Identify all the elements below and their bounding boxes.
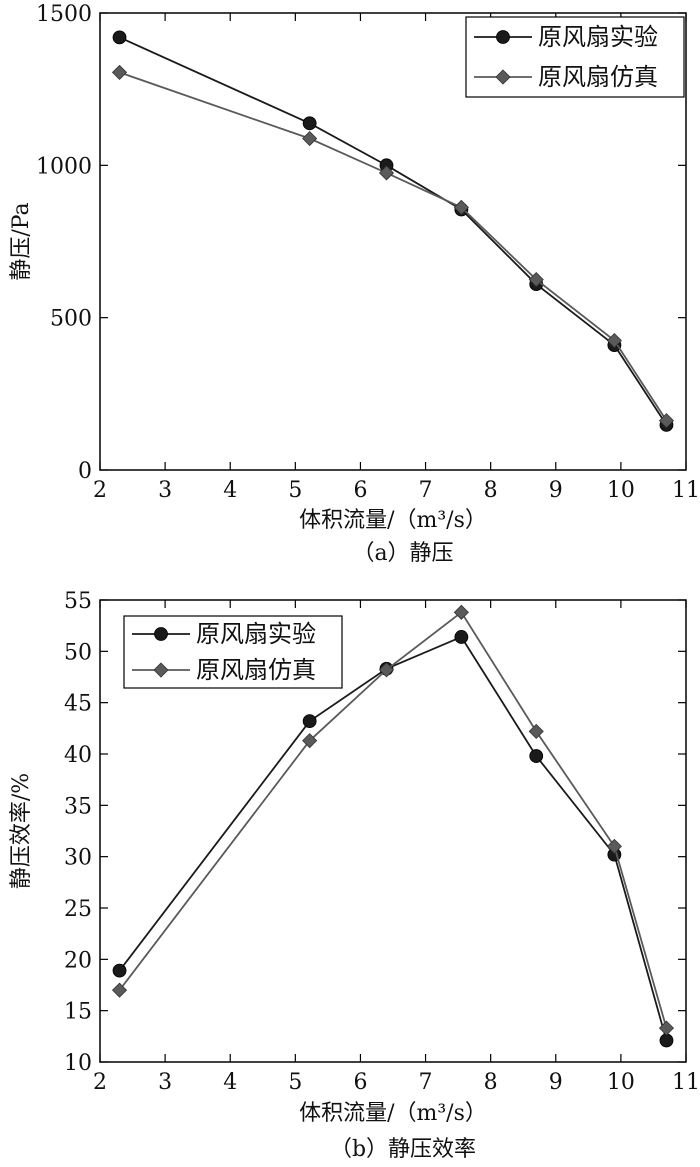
chart-panel-a: 2 3 4 5 6 7 8 9 10 11 0 500 1000 1500 体积流量/（m³/s） 静压/Pa… — [9, 2, 700, 566]
series-simulation — [111, 604, 675, 1036]
y-tick-label: 25 — [64, 897, 92, 922]
legend-label: 原风扇仿真 — [538, 63, 658, 91]
x-tick-label: 6 — [353, 478, 367, 503]
figure-caption: （a）静压 — [352, 541, 453, 566]
data-point — [454, 630, 469, 644]
data-point — [112, 30, 127, 45]
data-point — [302, 714, 317, 729]
data-point — [658, 413, 675, 429]
y-tick-label: 1000 — [36, 154, 92, 179]
data-point — [111, 982, 128, 998]
x-axis-label: 体积流量/（m³/s） — [299, 1101, 487, 1126]
data-point — [528, 723, 544, 739]
data-point — [378, 662, 395, 678]
y-tick-label: 45 — [64, 692, 92, 717]
y-tick-label: 1500 — [36, 2, 92, 27]
x-tick-label: 9 — [549, 478, 563, 503]
y-tick-label: 30 — [64, 846, 92, 871]
series-simulation — [111, 64, 675, 429]
legend-marker — [153, 662, 169, 678]
data-point — [302, 733, 318, 749]
x-tick-label: 3 — [158, 1070, 172, 1095]
y-tick-label: 500 — [50, 307, 92, 332]
data-point — [302, 116, 317, 131]
data-point — [529, 749, 544, 763]
x-tick-label: 4 — [223, 1070, 237, 1095]
legend-marker — [495, 69, 511, 85]
x-tick-label: 4 — [223, 478, 237, 503]
plot-frame — [99, 599, 687, 1063]
x-tick-label: 2 — [93, 1070, 107, 1095]
x-tick-label: 6 — [353, 1070, 367, 1095]
x-tick-label: 10 — [607, 478, 635, 503]
series-line — [119, 71, 668, 422]
data-point — [302, 130, 318, 147]
data-point — [606, 838, 622, 854]
data-point — [606, 332, 622, 349]
y-tick-label: 35 — [64, 794, 92, 819]
x-tick-label: 7 — [419, 1070, 433, 1095]
x-tick-label: 8 — [484, 478, 498, 503]
x-tick-label: 8 — [484, 1070, 498, 1095]
x-tick-label: 10 — [607, 1070, 635, 1095]
x-tick-label: 2 — [93, 478, 107, 503]
x-tick-label: 11 — [672, 1070, 700, 1095]
y-axis-label: 静压/Pa — [9, 202, 34, 280]
chart-panel-b: 2 3 4 5 6 7 8 9 10 1110152025303540455055体积流量/（m³… — [9, 589, 700, 1162]
y-tick-label: 55 — [64, 589, 92, 614]
legend-marker — [496, 30, 510, 44]
data-point — [378, 165, 395, 181]
plot-frame — [99, 12, 687, 471]
y-tick-label: 15 — [64, 1000, 92, 1025]
data-point — [112, 963, 127, 978]
data-point — [453, 604, 469, 620]
x-tick-label: 5 — [288, 1070, 302, 1095]
y-tick-label: 50 — [64, 640, 92, 665]
x-tick-label: 5 — [288, 478, 302, 503]
x-axis-label: 体积流量/（m³/s） — [299, 508, 487, 533]
data-point — [528, 272, 544, 288]
legend-label: 原风扇实验 — [196, 620, 316, 648]
figure-caption: （b）静压效率 — [330, 1137, 476, 1162]
y-tick-label: 10 — [64, 1051, 92, 1076]
y-tick-label: 0 — [78, 459, 92, 484]
data-point — [659, 1033, 674, 1048]
data-point — [111, 64, 128, 80]
x-tick-label: 9 — [549, 1070, 563, 1095]
legend-label: 原风扇实验 — [538, 23, 658, 51]
y-tick-label: 40 — [64, 743, 92, 768]
series-line — [118, 635, 668, 1041]
y-axis-label: 静压效率/% — [9, 773, 34, 889]
legend-marker — [154, 627, 168, 641]
x-tick-label: 3 — [158, 478, 172, 503]
x-tick-label: 11 — [672, 478, 700, 503]
data-point — [453, 199, 469, 215]
data-point — [658, 1020, 675, 1036]
y-tick-label: 20 — [64, 948, 92, 973]
series-experiment — [112, 630, 674, 1048]
legend-label: 原风扇仿真 — [196, 656, 316, 684]
x-tick-label: 7 — [419, 478, 433, 503]
